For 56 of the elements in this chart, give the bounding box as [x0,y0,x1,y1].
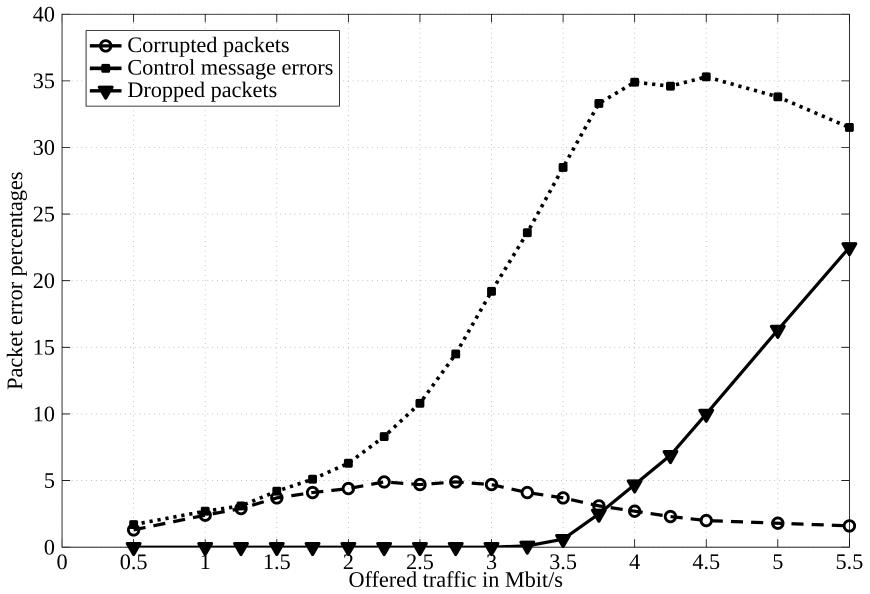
point [413,478,427,492]
point [415,398,424,408]
point [308,474,318,484]
point [451,350,460,359]
point [771,516,784,530]
point [594,99,604,108]
legend-label: Dropped packets [128,82,276,102]
point [198,508,212,522]
y-tick-label: 35 [34,74,54,88]
x-tick-label: 1.5 [264,554,290,570]
y-tick-label: 15 [34,340,54,355]
point [556,491,570,505]
point [344,458,353,468]
point [664,510,678,524]
y-axis-title: Packet error percentages [6,172,27,390]
x-tick-label: 0 [57,554,67,570]
point [272,486,282,496]
x-tick-label: 5.5 [836,554,862,570]
legend-label: Corrupted packets [128,36,289,57]
point [380,432,389,442]
y-tick-label: 40 [33,6,54,22]
point [520,486,534,500]
point [773,92,782,102]
x-tick-label: 4.5 [692,554,720,570]
point [377,475,391,489]
y-tick-label: 20 [34,273,54,288]
y-tick-label: 0 [44,540,54,555]
y-tick-label: 10 [34,406,54,422]
x-tick-label: 5 [774,554,782,570]
x-axis-title: Offered traffic in Mbit/s [349,571,562,588]
point [126,523,140,537]
x-tick-label: 0.5 [120,554,147,570]
y-tick-label: 25 [34,206,54,222]
point [306,486,320,500]
point [270,491,284,505]
x-tick-label: 4 [630,554,640,570]
y-tick-label: 30 [34,140,54,156]
point [234,502,248,516]
point [558,163,568,172]
legend-label: Control message errors [128,59,333,80]
point [700,514,713,528]
point [628,504,642,518]
point [449,475,462,489]
point [342,482,356,496]
point [522,228,532,238]
y-tick-label: 5 [45,473,54,488]
point [842,519,856,533]
point [844,123,854,132]
point [484,478,498,492]
point [129,520,138,530]
point [666,82,675,91]
x-tick-label: 3.5 [550,554,576,570]
point [487,287,496,296]
x-tick-label: 2.5 [407,554,433,570]
point [702,72,711,82]
point [630,78,640,87]
